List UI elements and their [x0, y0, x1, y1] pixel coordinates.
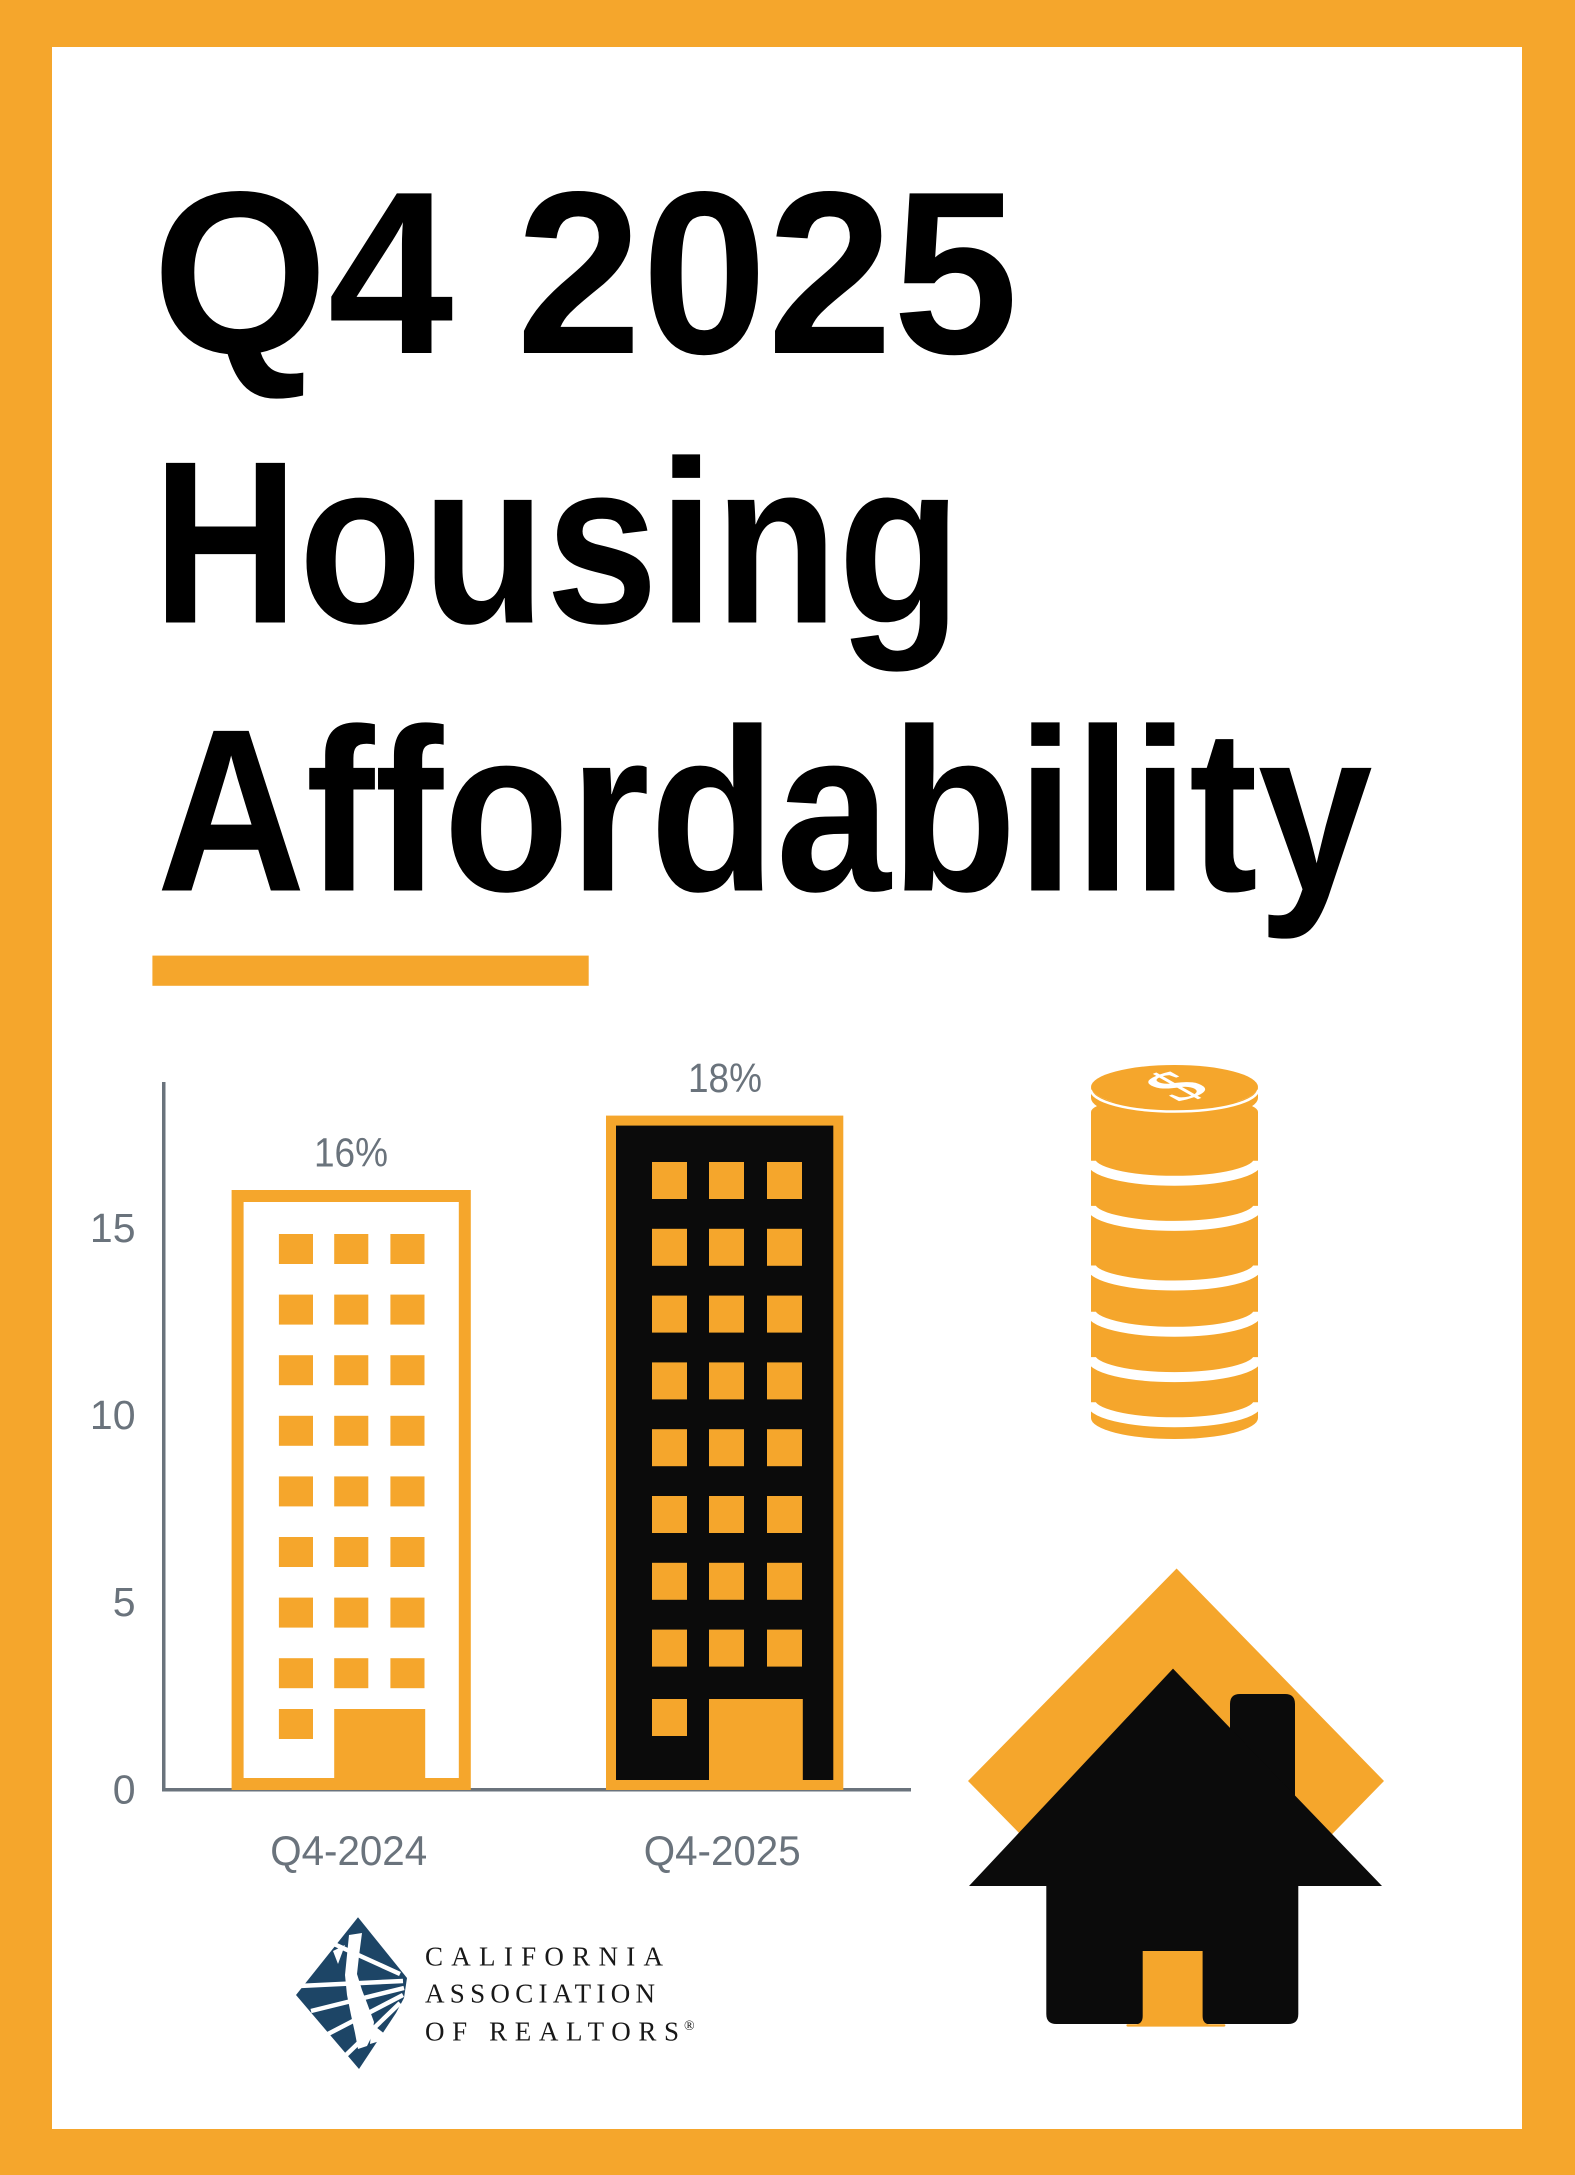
svg-text:5: 5 [113, 1579, 136, 1625]
svg-text:®: ® [684, 2019, 695, 2034]
svg-text:Q4-2025: Q4-2025 [644, 1827, 801, 1874]
svg-text:Q4-2024: Q4-2024 [270, 1827, 427, 1874]
svg-text:Housing: Housing [153, 414, 962, 673]
svg-text:Q4 2025: Q4 2025 [152, 144, 1018, 403]
svg-text:0: 0 [113, 1766, 136, 1812]
svg-text:18%: 18% [688, 1055, 762, 1101]
svg-text:16%: 16% [314, 1130, 388, 1176]
svg-text:15: 15 [90, 1205, 136, 1251]
svg-text:10: 10 [90, 1392, 136, 1438]
svg-text:CALIFORNIA: CALIFORNIA [425, 1942, 664, 1972]
svg-text:OF REALTORS: OF REALTORS [425, 2017, 679, 2047]
svg-text:Affordability: Affordability [157, 682, 1373, 941]
svg-text:ASSOCIATION: ASSOCIATION [425, 1979, 655, 2009]
